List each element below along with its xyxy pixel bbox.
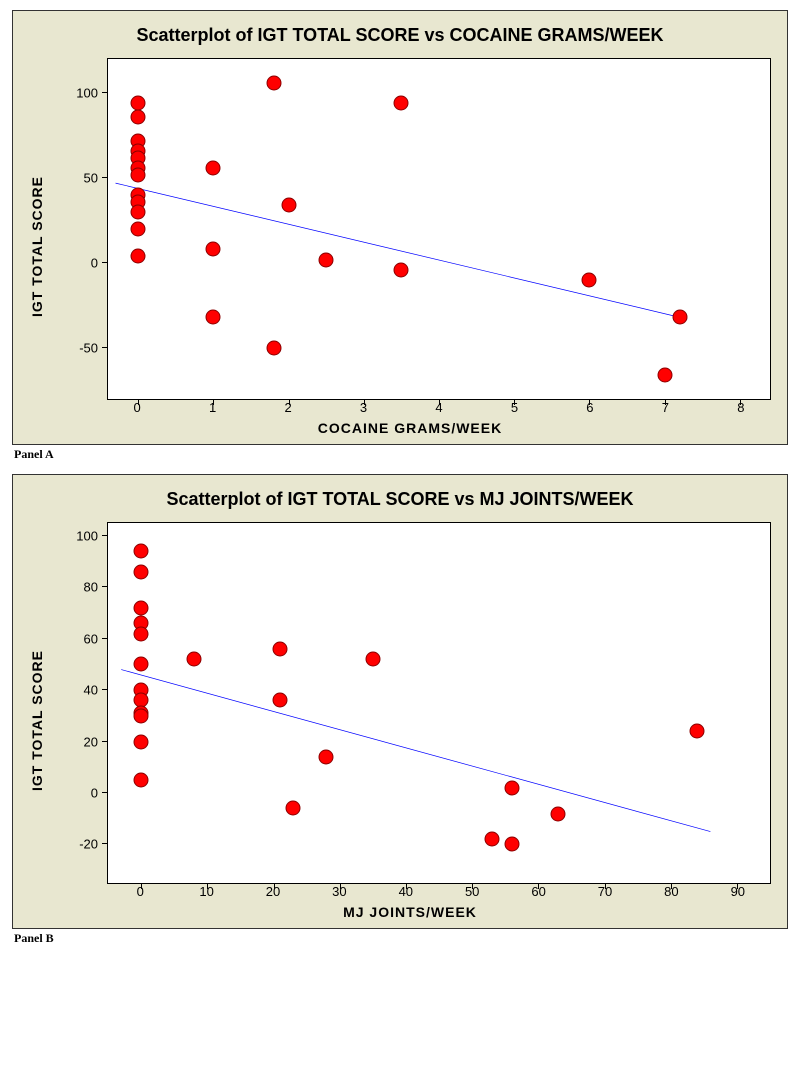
chart-box: Scatterplot of IGT TOTAL SCORE vs MJ JOI… [12,474,788,929]
data-point [131,109,146,124]
data-point [134,773,149,788]
x-tick-label: 60 [531,884,545,899]
panel-label: Panel A [14,447,788,462]
y-tick-label: -50 [79,341,108,356]
plot-area: -20020406080100 [107,522,771,884]
x-tick-label: 70 [598,884,612,899]
x-tick-label: 20 [266,884,280,899]
data-point [134,734,149,749]
data-point [134,626,149,641]
x-tick-label: 8 [737,400,744,415]
data-point [131,205,146,220]
x-tick-label: 5 [511,400,518,415]
chart-title: Scatterplot of IGT TOTAL SCORE vs MJ JOI… [29,489,771,510]
y-tick-label: -20 [79,837,108,852]
data-point [187,652,202,667]
data-point [134,564,149,579]
x-tick-label: 40 [399,884,413,899]
y-tick-label: 0 [91,786,108,801]
x-tick-label: 2 [284,400,291,415]
data-point [690,724,705,739]
data-point [134,657,149,672]
data-point [365,652,380,667]
y-axis-label: IGT TOTAL SCORE [29,650,45,791]
data-point [134,600,149,615]
data-point [206,160,221,175]
y-tick-label: 100 [76,86,108,101]
chart-box: Scatterplot of IGT TOTAL SCORE vs COCAIN… [12,10,788,445]
panel-label: Panel B [14,931,788,946]
data-point [134,708,149,723]
x-tick-label: 7 [662,400,669,415]
y-tick-label: 40 [84,683,108,698]
x-tick-label: 6 [586,400,593,415]
x-tick-label: 10 [199,884,213,899]
data-point [504,837,519,852]
plot-area: -50050100 [107,58,771,400]
data-point [319,252,334,267]
y-axis-label: IGT TOTAL SCORE [29,176,45,317]
data-point [266,341,281,356]
y-tick-label: 80 [84,580,108,595]
data-point [273,693,288,708]
data-point [394,262,409,277]
x-tick-label: 4 [435,400,442,415]
data-point [672,310,687,325]
y-tick-label: 50 [84,171,108,186]
data-point [134,544,149,559]
data-point [286,801,301,816]
data-point [131,167,146,182]
y-tick-label: 60 [84,631,108,646]
x-tick-label: 80 [664,884,678,899]
data-point [131,222,146,237]
trend-line [116,183,688,319]
data-point [206,310,221,325]
y-tick-label: 20 [84,734,108,749]
data-point [582,273,597,288]
x-tick-label: 0 [137,884,144,899]
x-axis-label: COCAINE GRAMS/WEEK [49,420,771,436]
data-point [131,249,146,264]
panel-1: Scatterplot of IGT TOTAL SCORE vs MJ JOI… [0,464,800,946]
data-point [657,368,672,383]
y-tick-label: 0 [91,256,108,271]
panel-0: Scatterplot of IGT TOTAL SCORE vs COCAIN… [0,0,800,462]
data-point [319,750,334,765]
data-point [266,75,281,90]
data-point [273,642,288,657]
x-tick-label: 90 [731,884,745,899]
data-point [484,832,499,847]
y-tick-label: 100 [76,528,108,543]
data-point [206,242,221,257]
x-tick-label: 0 [134,400,141,415]
x-tick-label: 3 [360,400,367,415]
data-point [551,806,566,821]
x-axis-label: MJ JOINTS/WEEK [49,904,771,920]
x-tick-label: 50 [465,884,479,899]
trend-line [121,670,710,832]
x-tick-label: 30 [332,884,346,899]
data-point [504,780,519,795]
data-point [281,198,296,213]
x-tick-label: 1 [209,400,216,415]
data-point [394,96,409,111]
chart-title: Scatterplot of IGT TOTAL SCORE vs COCAIN… [29,25,771,46]
